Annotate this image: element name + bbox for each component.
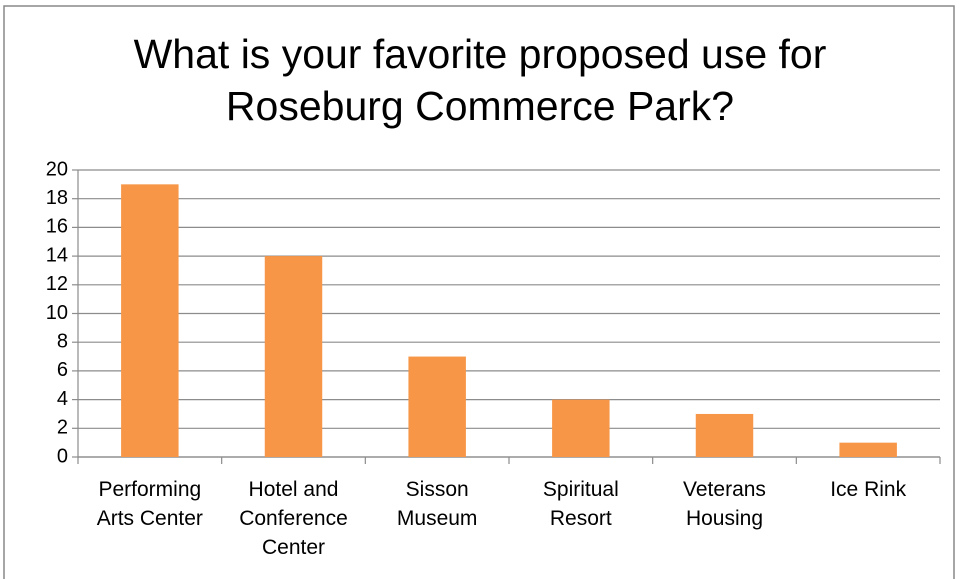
x-tick-label: Performing Arts Center [96, 478, 203, 530]
y-tick-label: 16 [46, 216, 68, 238]
x-tick-label: Hotel and Conference Center [239, 478, 348, 559]
y-tick-label: 4 [57, 388, 68, 410]
y-tick-label: 0 [57, 445, 68, 467]
bar [695, 413, 754, 457]
y-tick-label: 8 [57, 330, 68, 352]
y-tick-label: 2 [57, 417, 68, 439]
x-tick-label: Ice Rink [830, 478, 907, 501]
y-tick-label: 10 [46, 302, 68, 324]
chart-title: What is your favorite proposed use for R… [133, 31, 827, 129]
bar [264, 256, 323, 457]
y-tick-label: 14 [46, 244, 68, 266]
bar [408, 356, 466, 457]
x-tick-label: Spiritual Resort [542, 478, 619, 530]
y-tick-label: 12 [46, 273, 68, 295]
bar [552, 399, 610, 457]
x-tick-label: Sisson Museum [396, 478, 478, 530]
y-tick-label: 6 [57, 359, 68, 381]
y-tick-label: 18 [46, 187, 68, 209]
y-tick-label: 20 [46, 158, 68, 180]
bar [121, 184, 179, 457]
chart-border [3, 5, 955, 579]
x-tick-label: Veterans Housing [683, 478, 766, 530]
bar [839, 442, 897, 457]
